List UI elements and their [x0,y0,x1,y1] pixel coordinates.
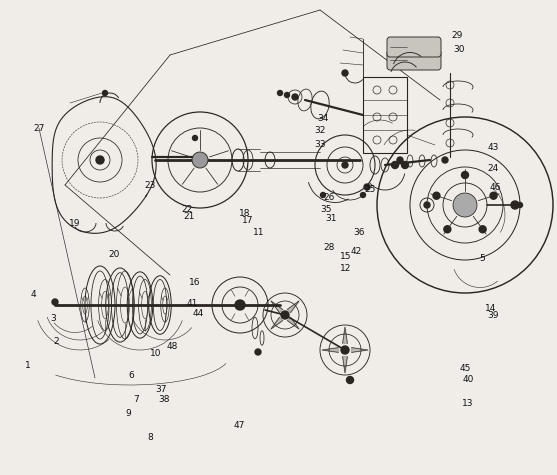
Text: 35: 35 [320,205,331,213]
Text: 3: 3 [50,314,56,323]
Text: 37: 37 [156,385,167,394]
Circle shape [462,171,468,179]
Circle shape [255,349,261,355]
Text: 31: 31 [326,214,337,223]
Text: 29: 29 [451,31,462,40]
Text: 5: 5 [479,255,485,263]
FancyBboxPatch shape [387,37,441,57]
Circle shape [453,193,477,217]
Text: 41: 41 [187,300,198,308]
Circle shape [346,377,354,383]
Text: 9: 9 [125,409,131,418]
Polygon shape [351,348,368,352]
Circle shape [397,157,403,163]
Text: 28: 28 [323,243,334,251]
Text: 45: 45 [460,364,471,372]
Text: 42: 42 [351,247,362,256]
Polygon shape [287,317,299,329]
Circle shape [281,311,289,319]
Text: 26: 26 [323,193,334,201]
Text: 34: 34 [317,114,329,123]
Text: 2: 2 [53,338,58,346]
Text: 40: 40 [462,376,473,384]
Text: 19: 19 [70,219,81,228]
Circle shape [192,152,208,168]
Circle shape [235,300,245,310]
Circle shape [341,346,349,354]
Text: 8: 8 [148,433,153,441]
Circle shape [96,156,104,164]
Circle shape [392,162,398,169]
Polygon shape [271,301,283,313]
Text: 22: 22 [181,205,192,213]
Text: 27: 27 [33,124,45,133]
Text: 43: 43 [487,143,499,152]
Text: 16: 16 [189,278,201,287]
Text: 6: 6 [128,371,134,380]
Circle shape [193,135,198,141]
Circle shape [320,192,325,198]
Text: 36: 36 [354,228,365,237]
Text: 11: 11 [253,228,265,237]
Circle shape [285,93,290,97]
Text: 30: 30 [454,46,465,54]
Text: 47: 47 [234,421,245,429]
Circle shape [342,162,348,168]
Circle shape [433,192,440,199]
Circle shape [444,226,451,233]
Text: 24: 24 [487,164,499,173]
Text: 33: 33 [315,141,326,149]
Text: 48: 48 [167,342,178,351]
Polygon shape [343,327,348,343]
Text: 14: 14 [485,304,496,313]
Text: 10: 10 [150,350,162,358]
Text: 32: 32 [315,126,326,135]
Text: 1: 1 [25,361,31,370]
Text: 21: 21 [184,212,195,220]
Text: 18: 18 [240,209,251,218]
Circle shape [360,192,365,198]
Text: 39: 39 [487,312,499,320]
FancyBboxPatch shape [387,50,441,70]
Circle shape [52,299,58,305]
Text: 12: 12 [340,264,351,273]
Circle shape [364,184,370,190]
Circle shape [102,91,108,95]
Circle shape [479,226,486,233]
Text: 7: 7 [134,395,139,403]
Text: 20: 20 [109,250,120,258]
Circle shape [511,201,519,209]
Text: 17: 17 [242,217,253,225]
Polygon shape [271,317,283,329]
Polygon shape [343,357,348,373]
Text: 38: 38 [159,395,170,403]
Circle shape [277,91,282,95]
Polygon shape [322,348,339,352]
Text: 23: 23 [145,181,156,190]
Text: 25: 25 [365,186,376,194]
Polygon shape [287,301,299,313]
Circle shape [402,162,408,169]
Circle shape [490,192,497,199]
Text: 44: 44 [192,309,203,318]
Circle shape [292,94,298,100]
Circle shape [424,202,430,208]
Circle shape [342,70,348,76]
Text: 46: 46 [490,183,501,192]
Circle shape [442,157,448,163]
Text: 15: 15 [340,252,351,261]
Text: 4: 4 [31,290,36,299]
Text: 13: 13 [462,399,473,408]
Circle shape [517,202,522,208]
